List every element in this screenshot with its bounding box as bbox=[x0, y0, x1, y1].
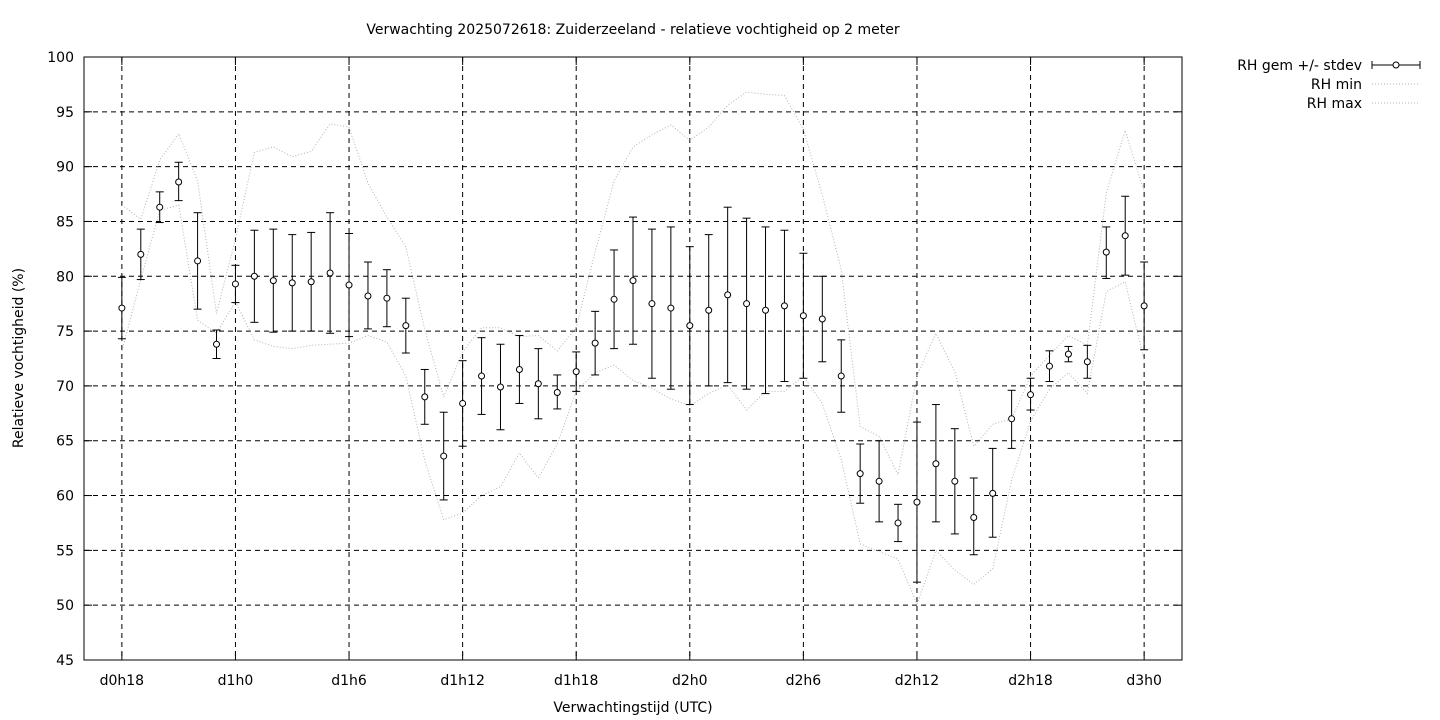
mean-point-33 bbox=[743, 300, 751, 308]
y-tick-label-60: 60 bbox=[56, 489, 74, 505]
mean-point-35 bbox=[780, 302, 788, 310]
grid-lines bbox=[84, 57, 1182, 660]
mean-point-48 bbox=[1027, 391, 1035, 399]
mean-point-45 bbox=[970, 513, 978, 521]
mean-point-50 bbox=[1064, 350, 1072, 358]
mean-point-12 bbox=[345, 281, 353, 289]
x-tick-label-d0h18: d0h18 bbox=[100, 673, 144, 689]
mean-point-40 bbox=[875, 477, 883, 485]
x-tick-label-d1h0: d1h0 bbox=[218, 673, 254, 689]
mean-point-10 bbox=[307, 278, 315, 286]
mean-point-47 bbox=[1008, 415, 1016, 423]
mean-point-1 bbox=[137, 250, 145, 258]
mean-point-26 bbox=[610, 295, 618, 303]
mean-point-44 bbox=[951, 477, 959, 485]
mean-point-2 bbox=[156, 203, 164, 211]
x-axis-ticks: d0h18 d1h0 d1h6 d1h12 d1h18 d2h0 d2h6 d2h12 d2h1… bbox=[100, 57, 1162, 689]
mean-point-52 bbox=[1102, 248, 1110, 256]
x-tick-label-d2h6: d2h6 bbox=[786, 673, 822, 689]
mean-point-19 bbox=[478, 372, 486, 380]
mean-point-51 bbox=[1083, 358, 1091, 366]
mean-point-31 bbox=[705, 306, 713, 314]
mean-point-22 bbox=[534, 380, 542, 388]
y-axis-label: Relatieve vochtigheid (%) bbox=[11, 268, 27, 448]
mean-point-8 bbox=[269, 277, 277, 285]
mean-point-6 bbox=[231, 280, 239, 288]
mean-point-4 bbox=[194, 257, 202, 265]
x-tick-label-d1h12: d1h12 bbox=[440, 673, 484, 689]
mean-point-24 bbox=[572, 368, 580, 376]
y-tick-label-90: 90 bbox=[56, 160, 74, 176]
y-tick-label-50: 50 bbox=[56, 598, 74, 614]
mean-point-36 bbox=[799, 312, 807, 320]
legend-label-2: RH max bbox=[1307, 96, 1362, 112]
y-tick-label-55: 55 bbox=[56, 543, 74, 559]
y-tick-label-70: 70 bbox=[56, 379, 74, 395]
mean-point-21 bbox=[515, 365, 523, 373]
min-max-lines bbox=[121, 91, 1145, 606]
x-tick-label-d2h0: d2h0 bbox=[672, 673, 708, 689]
legend-swatch-point bbox=[1392, 61, 1400, 69]
legend-label-0: RH gem +/- stdev bbox=[1237, 58, 1362, 74]
mean-point-7 bbox=[250, 272, 258, 280]
mean-point-11 bbox=[326, 269, 334, 277]
mean-point-14 bbox=[383, 294, 391, 302]
mean-point-37 bbox=[818, 315, 826, 323]
mean-point-28 bbox=[648, 300, 656, 308]
y-tick-label-85: 85 bbox=[56, 214, 74, 230]
mean-point-32 bbox=[724, 291, 732, 299]
x-tick-label-d1h18: d1h18 bbox=[554, 673, 598, 689]
y-tick-label-100: 100 bbox=[47, 50, 74, 66]
mean-point-46 bbox=[989, 489, 997, 497]
mean-point-15 bbox=[402, 322, 410, 330]
mean-point-13 bbox=[364, 292, 372, 300]
y-tick-label-65: 65 bbox=[56, 434, 74, 450]
y-tick-label-45: 45 bbox=[56, 653, 74, 669]
mean-point-54 bbox=[1140, 302, 1148, 310]
mean-point-30 bbox=[686, 322, 694, 330]
legend-label-1: RH min bbox=[1311, 77, 1362, 93]
mean-point-25 bbox=[591, 339, 599, 347]
mean-point-34 bbox=[762, 306, 770, 314]
mean-point-29 bbox=[667, 304, 675, 312]
x-tick-label-d2h18: d2h18 bbox=[1008, 673, 1052, 689]
y-tick-label-80: 80 bbox=[56, 269, 74, 285]
x-tick-label-d1h6: d1h6 bbox=[331, 673, 367, 689]
mean-point-39 bbox=[856, 470, 864, 478]
mean-point-41 bbox=[894, 519, 902, 527]
mean-point-43 bbox=[932, 460, 940, 468]
mean-point-49 bbox=[1045, 362, 1053, 370]
series-line-rh-min bbox=[121, 204, 1145, 606]
mean-point-27 bbox=[629, 277, 637, 285]
mean-point-18 bbox=[459, 399, 467, 407]
error-bars bbox=[117, 161, 1149, 583]
y-tick-label-75: 75 bbox=[56, 324, 74, 340]
x-tick-label-d3h0: d3h0 bbox=[1126, 673, 1162, 689]
x-axis-label: Verwachtingstijd (UTC) bbox=[553, 700, 712, 716]
mean-point-5 bbox=[213, 340, 221, 348]
chart-title: Verwachting 2025072618: Zuiderzeeland - … bbox=[366, 22, 900, 38]
mean-point-17 bbox=[440, 452, 448, 460]
mean-point-16 bbox=[421, 393, 429, 401]
y-tick-label-95: 95 bbox=[56, 105, 74, 121]
mean-point-0 bbox=[118, 304, 126, 312]
legend: RH gem +/- stdev RH min RH max bbox=[1237, 58, 1421, 112]
mean-point-53 bbox=[1121, 232, 1129, 240]
plot-frame bbox=[83, 56, 1183, 661]
mean-point-9 bbox=[288, 279, 296, 287]
mean-point-42 bbox=[913, 498, 921, 506]
mean-point-23 bbox=[553, 388, 561, 396]
mean-point-20 bbox=[496, 383, 504, 391]
y-axis-ticks: 45 50 55 60 65 70 75 80 85 90 95 100 bbox=[47, 50, 1182, 669]
mean-point-38 bbox=[837, 372, 845, 380]
mean-point-3 bbox=[175, 178, 183, 186]
x-tick-label-d2h12: d2h12 bbox=[895, 673, 939, 689]
